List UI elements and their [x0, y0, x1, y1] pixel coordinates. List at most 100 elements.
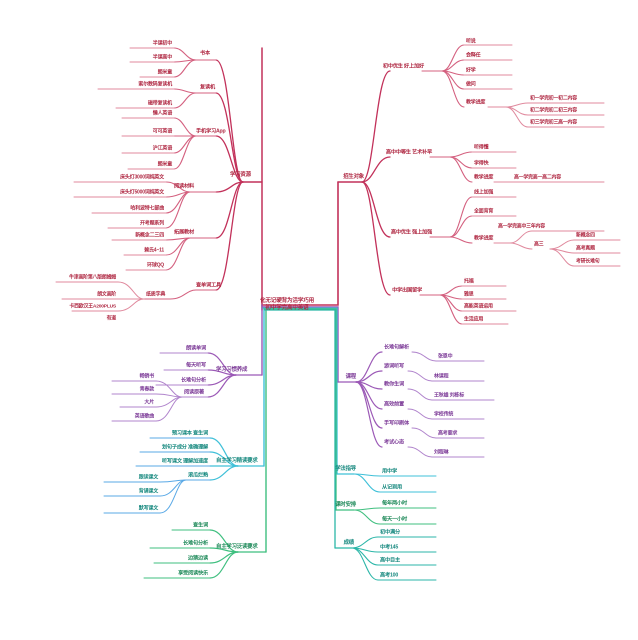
- node-longman-advanced[interactable]: 朗文高阶: [97, 292, 116, 298]
- node-junior-full-marks[interactable]: 初中满分: [380, 529, 400, 536]
- node-recite-text[interactable]: 背诵课文: [138, 488, 158, 495]
- node-english-songs[interactable]: 英语歌曲: [134, 413, 154, 420]
- node-enjoy-reading[interactable]: 享受阅读快乐: [178, 570, 208, 577]
- node-long-sentence-analysis[interactable]: 长难句分析: [181, 377, 206, 384]
- node-zhongkao-145[interactable]: 中考145: [380, 544, 399, 551]
- node-keke-english[interactable]: 可可英语: [152, 128, 172, 135]
- node-senior-target[interactable]: 高中目主: [380, 557, 400, 564]
- node-langmitong-2[interactable]: 朗米童: [157, 161, 173, 168]
- node-grade10-three-years[interactable]: 高一学完高中三年内容: [498, 224, 545, 230]
- node-course-handwriting[interactable]: 手写印刷体: [384, 420, 409, 427]
- node-grade8-progress[interactable]: 初二学完初二初三内容: [530, 108, 577, 114]
- node-reading-materials[interactable]: 阅读材料: [174, 183, 194, 190]
- node-extension-textbooks[interactable]: 拓展教材: [174, 229, 194, 236]
- node-two-hours-yearly[interactable]: 每年两小时: [382, 500, 407, 507]
- node-study-abroad[interactable]: 中学出国留学: [392, 287, 422, 294]
- node-huishiren[interactable]: 会释任: [466, 52, 481, 59]
- node-teacher-liuchenglin[interactable]: 刘程琳: [434, 449, 449, 456]
- node-teaching-progress-1[interactable]: 教学进度: [466, 99, 486, 106]
- node-lanren-english[interactable]: 懒人英语: [152, 110, 172, 117]
- node-banke-chuzhong[interactable]: 半课初中: [152, 40, 172, 47]
- node-youdao[interactable]: 有道: [106, 316, 117, 322]
- node-laishi-4-11[interactable]: 赖氏4~11: [144, 247, 164, 254]
- branch-extensive-reading[interactable]: 自主学习泛读要求: [216, 544, 258, 551]
- node-course-teach-words[interactable]: 教你生词: [384, 381, 404, 388]
- node-parse-sentence-parts[interactable]: 划句子成分 准确理解: [161, 444, 208, 451]
- node-tingdedong[interactable]: 听得懂: [474, 144, 489, 151]
- node-teacher-wangqiuxiong[interactable]: 王秋雄 刘栋标: [434, 392, 464, 399]
- node-mobile-apps[interactable]: 手机学习App: [196, 128, 226, 135]
- node-kaikao-series[interactable]: 开考题系列: [139, 220, 164, 227]
- node-toefl[interactable]: 托福: [464, 278, 474, 285]
- node-teaching-progress-2[interactable]: 教学进度: [474, 174, 494, 181]
- node-grade12[interactable]: 高三: [534, 242, 544, 248]
- node-langmitong-1[interactable]: 朗米童: [157, 69, 173, 76]
- node-banke-gaozhong[interactable]: 半课高中: [152, 54, 172, 61]
- node-guess-while-reading[interactable]: 边猜边读: [188, 555, 208, 562]
- node-read-originals[interactable]: 阅读原著: [184, 389, 204, 396]
- node-zuowen[interactable]: 做问: [466, 81, 476, 88]
- node-grade9-progress[interactable]: 初三学完初三高一内容: [530, 120, 577, 126]
- node-fluent-mastery[interactable]: 滚瓜烂熟: [188, 472, 208, 479]
- node-course-exam-mindset[interactable]: 考试心态: [384, 439, 404, 446]
- node-grade7-progress[interactable]: 初一学完初一初二内容: [530, 96, 577, 102]
- node-oxford-advanced[interactable]: 牛津高阶第八版朗姆姆: [69, 275, 116, 281]
- node-full-coverage[interactable]: 全面背育: [474, 208, 494, 215]
- node-harry-potter[interactable]: 哈利波特七部曲: [130, 205, 164, 212]
- branch-enrollment-targets[interactable]: 招生对象: [343, 174, 364, 181]
- center-node[interactable]: 化无记硬背为活学巧用 初中学完高中英语: [260, 298, 314, 312]
- node-advanced-english-use[interactable]: 高能英语运用: [464, 303, 493, 310]
- node-new-concept-4[interactable]: 新概念四: [576, 233, 595, 239]
- node-teacher-linkecheng[interactable]: 林课程: [434, 373, 449, 380]
- node-daily-dictation[interactable]: 每天听写: [186, 362, 206, 369]
- branch-schedule[interactable]: 课时安排: [335, 502, 356, 509]
- node-new-concept-234[interactable]: 新概念二三四: [135, 232, 164, 239]
- node-casio-a200plus[interactable]: 卡西欧汉王A200PLUS: [69, 304, 116, 310]
- node-teacher-zhangenzhong[interactable]: 张恩中: [438, 353, 453, 360]
- node-gaokao-100[interactable]: 高考100: [380, 572, 399, 579]
- branch-learning-resources[interactable]: 学习资源: [230, 172, 251, 179]
- node-paper-dictionary[interactable]: 纸质字典: [146, 291, 166, 298]
- branch-habit-formation[interactable]: 学习习惯养成: [216, 367, 248, 374]
- node-tape-repeater[interactable]: 磁带复读机: [147, 100, 172, 107]
- node-bestsellers[interactable]: 畅销书: [139, 373, 155, 380]
- node-listening-speaking[interactable]: 听说: [466, 38, 476, 45]
- node-look-up-new-words[interactable]: 查生词: [193, 522, 208, 529]
- node-teaching-progress-3[interactable]: 教学进度: [474, 235, 494, 242]
- node-repeater[interactable]: 复读机: [200, 84, 215, 91]
- node-read-words-aloud[interactable]: 朗读单词: [186, 345, 206, 352]
- branch-study-guidance[interactable]: 学法指导: [335, 466, 356, 473]
- branch-courses[interactable]: 课程: [345, 374, 357, 381]
- node-bedlamp-5000[interactable]: 床头灯5000词纯英文: [120, 189, 164, 196]
- node-xuedekuai[interactable]: 学得快: [474, 160, 489, 167]
- node-ielts[interactable]: 雅思: [464, 291, 474, 298]
- node-senior-average-students[interactable]: 高中中等生 艺术补早: [385, 149, 432, 156]
- node-course-long-sentence[interactable]: 长难句解析: [384, 344, 409, 351]
- node-course-efficient-preview[interactable]: 高效前置: [384, 401, 404, 408]
- branch-grades[interactable]: 成绩: [343, 540, 355, 547]
- node-gaokao-requirements[interactable]: 高考要求: [438, 430, 458, 437]
- node-haoxue[interactable]: 好学: [466, 67, 476, 74]
- node-daily-application[interactable]: 生活应用: [464, 316, 484, 323]
- node-follow-read-text[interactable]: 跟读课文: [138, 474, 158, 481]
- node-blockbuster[interactable]: 大片: [144, 399, 154, 406]
- node-school-tradition[interactable]: 学校传统: [434, 411, 454, 418]
- node-hujiang-english[interactable]: 沪江英语: [152, 145, 172, 152]
- node-long-sentence-analysis-2[interactable]: 长难句分析: [183, 540, 208, 547]
- node-senior-top-students[interactable]: 高中优生 强上加强: [390, 229, 432, 236]
- node-grade10-progress[interactable]: 高一学完高一高二内容: [514, 175, 561, 181]
- node-dictionary-tools[interactable]: 查单词工具: [196, 282, 221, 289]
- node-online-strengthen[interactable]: 线上加强: [474, 189, 494, 196]
- node-write-text-from-memory[interactable]: 默写课文: [138, 505, 158, 512]
- node-from-memory-to-use[interactable]: 从记到用: [382, 484, 402, 491]
- node-dictate-text[interactable]: 听写课文 理解加速度: [161, 458, 208, 465]
- node-course-dictation[interactable]: 游词听写: [384, 363, 404, 370]
- node-one-hour-daily[interactable]: 每天一小时: [382, 516, 407, 523]
- node-digital-repeater[interactable]: 索尔数码复读机: [138, 81, 172, 88]
- node-junior-top-students[interactable]: 初中优生 好上加好: [382, 63, 424, 70]
- node-huanqiu-qq[interactable]: 环球QQ: [147, 262, 164, 269]
- node-gaokao-past-papers[interactable]: 高考真题: [576, 246, 595, 252]
- branch-intensive-reading[interactable]: 自主学习精读要求: [216, 458, 258, 465]
- node-books[interactable]: 书本: [200, 50, 210, 57]
- node-bedlamp-3000[interactable]: 床头灯3000词纯英文: [120, 174, 164, 181]
